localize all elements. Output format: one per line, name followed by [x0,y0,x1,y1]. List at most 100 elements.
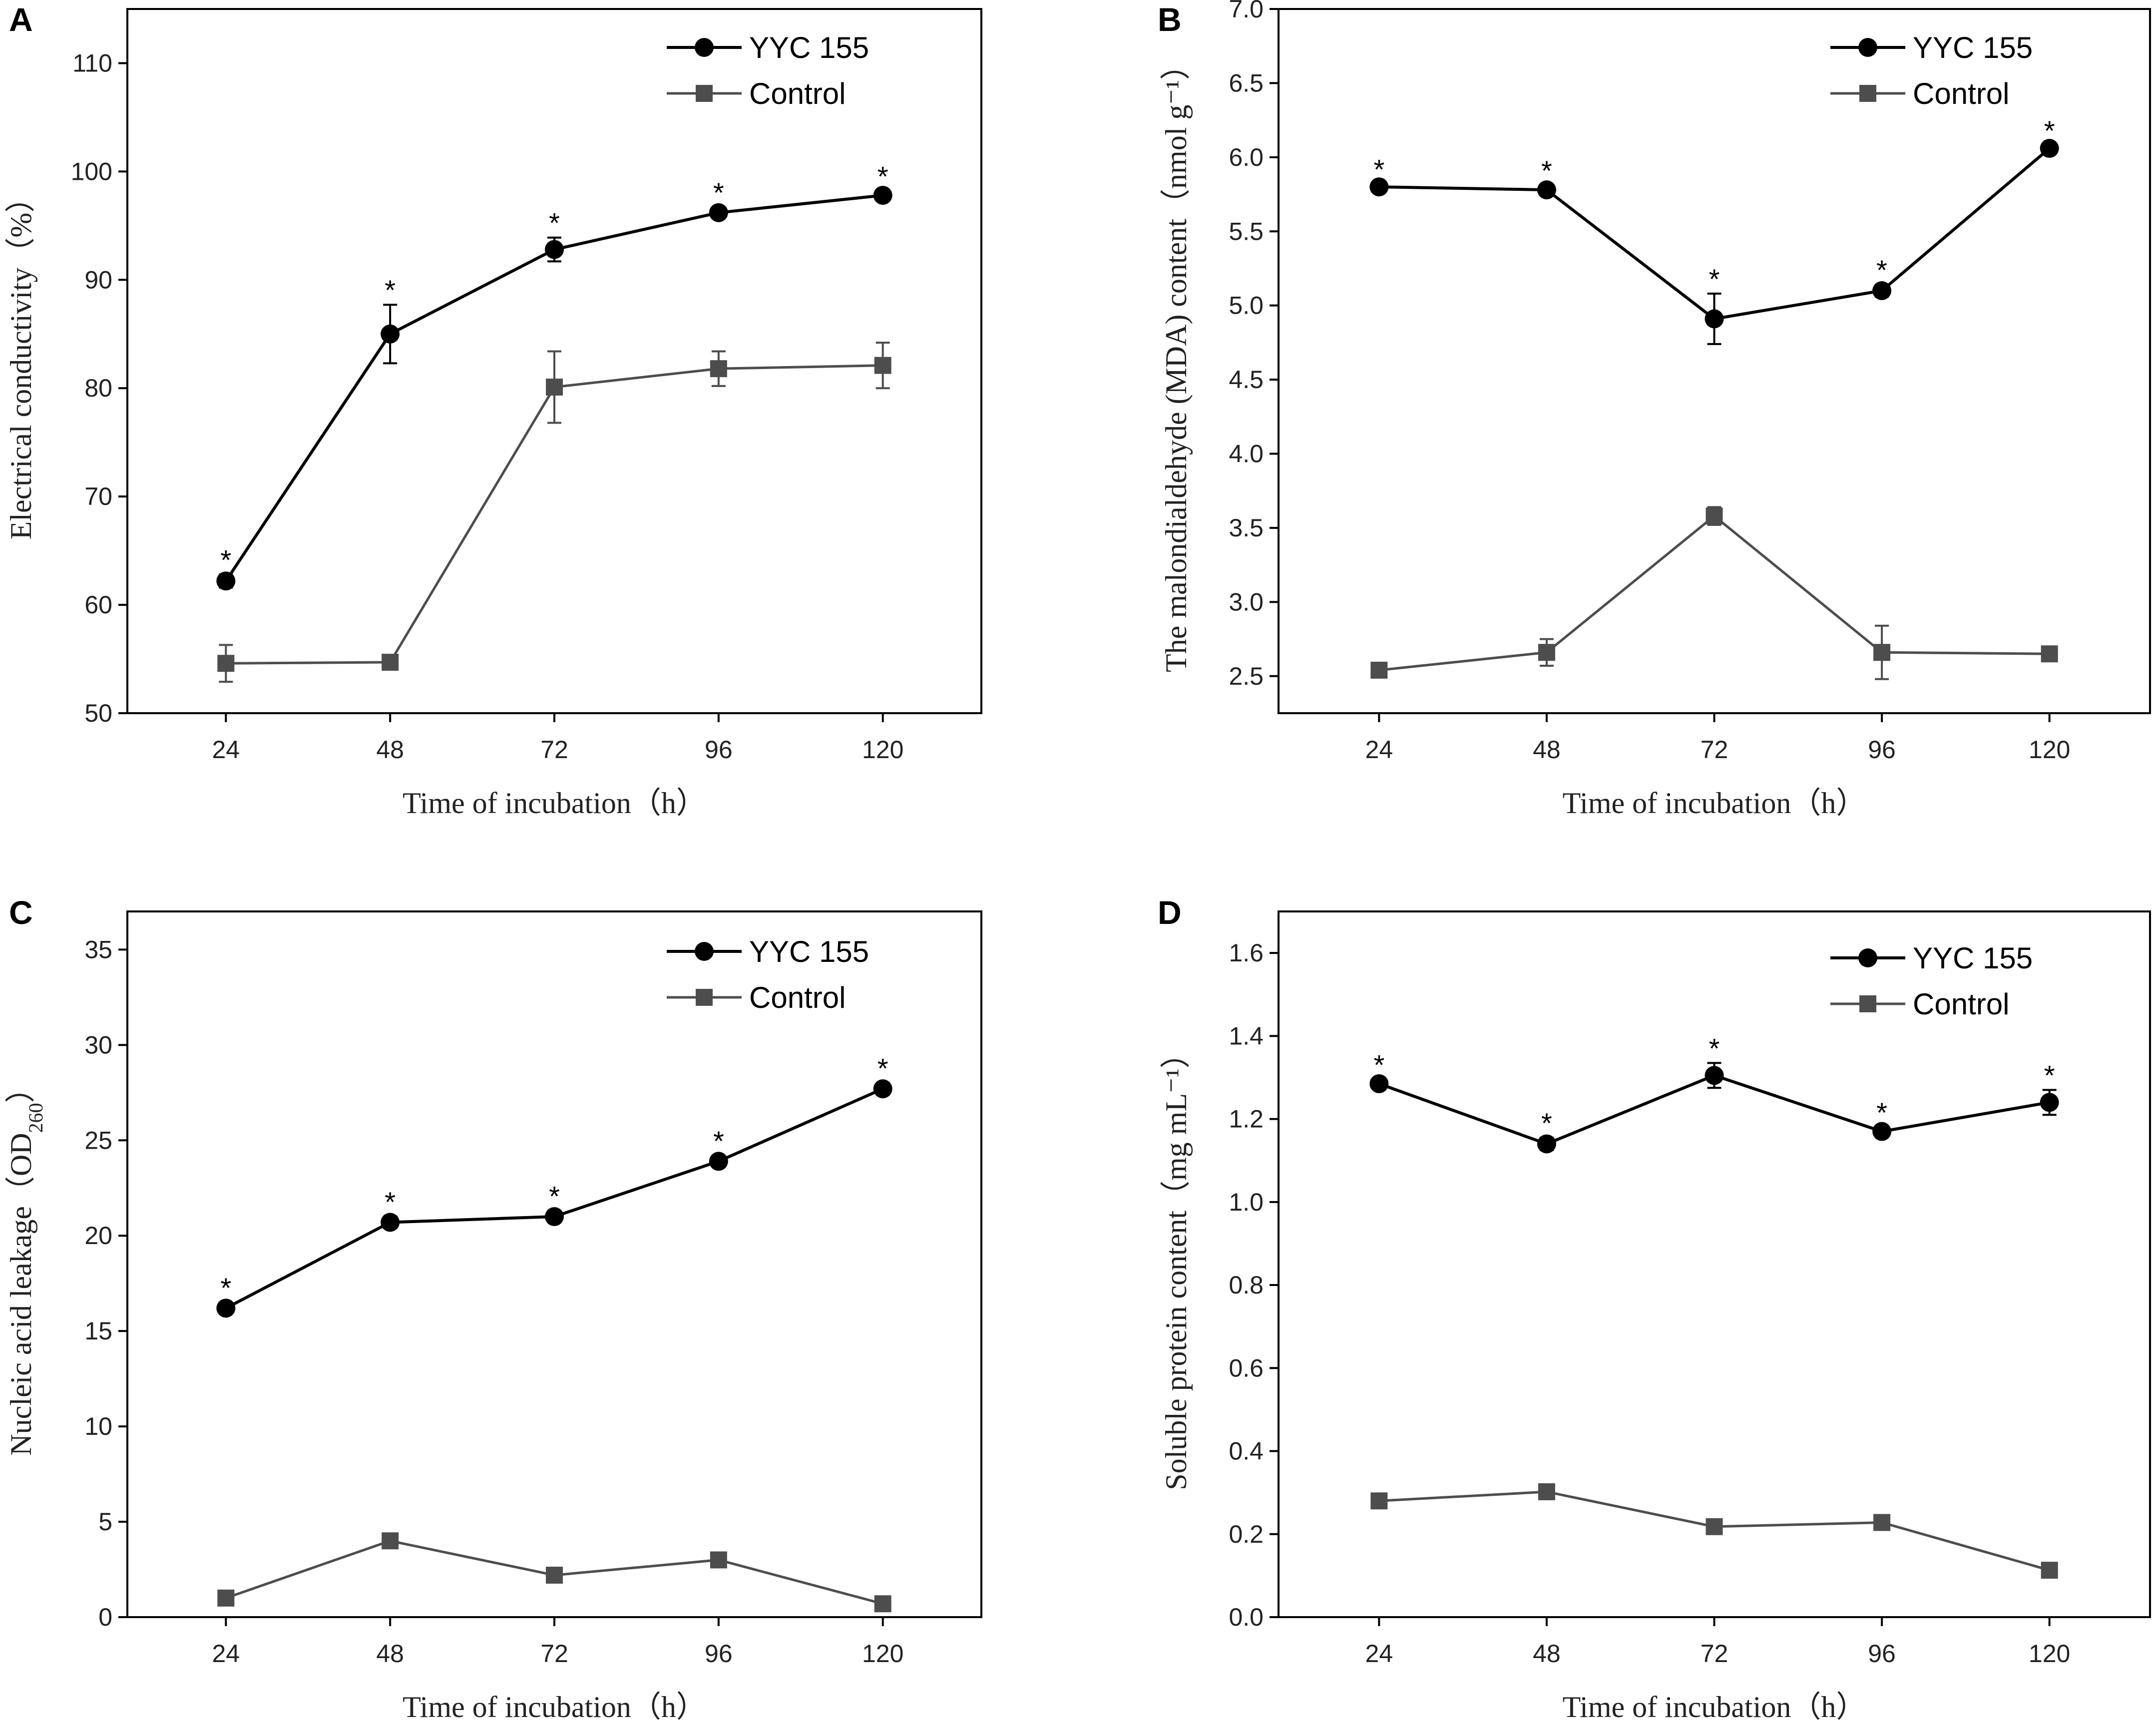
significance-star: * [877,1053,888,1084]
y-tick-label: 5.0 [1229,292,1264,320]
significance-star: * [1541,155,1552,186]
point-yyc155 [545,1207,564,1227]
legend-label-yyc155: YYC 155 [749,31,869,64]
y-tick-label: 5 [98,1508,112,1536]
significance-star: * [713,177,724,208]
series-line-control [1379,514,2050,672]
significance-star: * [2044,1059,2055,1091]
x-tick-label: 120 [2029,736,2070,764]
y-tick-label: 1.0 [1229,1188,1264,1216]
y-axis-label: Nucleic acid leakage（OD260） [4,1073,47,1455]
x-tick-label: 48 [1533,736,1561,764]
point-control [710,1551,727,1569]
y-axis-label: The malondialdehyde (MDA) content（nmol g… [1160,50,1193,672]
y-tick-label: 6.0 [1229,143,1264,171]
y-tick-label: 80 [84,374,112,402]
plot-frame [126,910,982,1618]
y-tick-label: 1.4 [1229,1022,1264,1050]
point-yyc155 [381,324,400,344]
x-axis-label: Time of incubation（h） [1563,787,1866,820]
legend-label-yyc155: YYC 155 [1913,941,2033,975]
x-tick-label: 48 [376,1640,404,1668]
legend-marker-yyc155 [695,942,714,961]
x-tick-label: 24 [212,1640,240,1668]
y-tick-label: 15 [84,1317,112,1345]
legend-marker-control [696,989,713,1006]
x-tick-label: 120 [862,736,903,764]
y-tick-label: 100 [71,157,112,185]
panel-letter: A [9,1,33,38]
y-tick-label: 70 [84,482,112,510]
point-yyc155 [1872,1122,1892,1141]
y-tick-label: 6.5 [1229,69,1264,97]
y-tick-label: 30 [84,1031,112,1059]
y-axis-label-suffix: ） [4,1073,37,1103]
point-control [217,1589,235,1607]
point-control [1873,1514,1891,1531]
y-tick-label: 60 [84,591,112,619]
y-axis-label: Soluble protein content（mg mL⁻¹） [1160,1038,1193,1490]
y-tick-label: 90 [84,266,112,294]
point-yyc155 [709,1152,728,1171]
x-tick-label: 48 [376,736,404,764]
panel-letter: D [1158,894,1182,931]
x-axis-label: Time of incubation（h） [1563,1691,1866,1724]
x-tick-label: 120 [2029,1640,2070,1668]
significance-star: * [1541,1107,1552,1139]
y-tick-label: 0.6 [1229,1354,1264,1382]
x-tick-label: 72 [1701,736,1728,764]
point-control [710,360,727,378]
plot-frame [1278,8,2151,714]
chart-panel-b: B 2.5 3.0 3.5 4.0 4.5 5.0 5.5 6.0 6.5 7.0 24 48 72 96 1… [1158,0,2151,820]
significance-star: * [2044,115,2055,146]
point-yyc155 [2040,139,2059,158]
significance-star: * [1373,153,1384,185]
y-tick-label: 50 [84,699,112,727]
y-tick-label: 3.5 [1229,514,1264,542]
point-yyc155 [1369,177,1389,197]
significance-star: * [385,1186,396,1218]
y-tick-label: 7.0 [1229,0,1264,23]
significance-star: * [1373,1049,1384,1081]
point-yyc155 [216,1298,236,1318]
legend-label-yyc155: YYC 155 [1913,31,2033,64]
point-yyc155 [216,571,236,591]
y-tick-label: 0.8 [1229,1271,1264,1299]
y-tick-label: 110 [72,49,112,77]
y-tick-label: 10 [84,1412,112,1440]
significance-star: * [1709,1032,1720,1064]
y-tick-label: 1.2 [1229,1105,1264,1133]
point-control [1370,1492,1388,1510]
point-yyc155 [1705,309,1724,329]
chart-panel-a: A 50 60 70 80 90 100 110 24 48 72 96 120 Time of incu… [4,1,982,820]
y-tick-label: 0 [98,1603,112,1631]
x-tick-label: 120 [862,1640,903,1668]
point-yyc155 [1872,281,1892,300]
point-control [1370,661,1388,679]
point-yyc155 [1537,180,1556,200]
plot-frame [1278,910,2151,1618]
point-yyc155 [545,240,564,259]
point-yyc155 [709,203,728,222]
legend-marker-yyc155 [1858,948,1877,967]
chart-panel-c: C 0 5 10 15 20 25 30 35 24 48 72 96 120 Time of incuba… [4,894,982,1724]
x-tick-label: 72 [540,736,568,764]
significance-star: * [713,1125,724,1157]
y-tick-label: 4.5 [1229,366,1264,394]
y-tick-label: 25 [84,1126,112,1154]
y-axis-label-subscript: 260 [24,1103,47,1133]
y-tick-label: 0.0 [1229,1603,1264,1631]
x-tick-label: 24 [212,736,240,764]
x-tick-label: 96 [1868,736,1896,764]
y-tick-label: 1.6 [1229,939,1264,967]
legend-label-control: Control [1913,987,2009,1021]
panel-letter: C [9,894,33,931]
legend-label-control: Control [749,77,846,110]
point-yyc155 [1369,1074,1389,1093]
legend-marker-yyc155 [695,38,714,57]
x-axis-label: Time of incubation（h） [403,787,706,820]
significance-star: * [220,1272,231,1303]
legend-label-yyc155: YYC 155 [749,935,869,968]
x-tick-label: 72 [1701,1640,1728,1668]
